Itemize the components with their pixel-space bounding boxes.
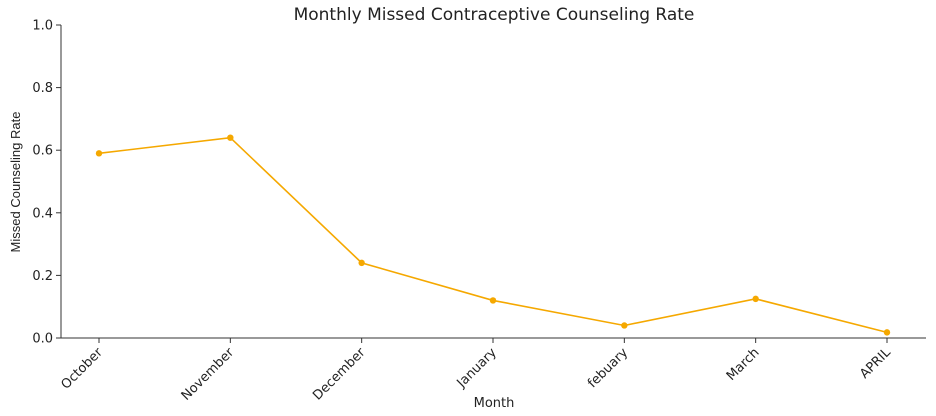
chart-title: Monthly Missed Contraceptive Counseling … xyxy=(294,5,695,25)
x-tick-label: APRIL xyxy=(857,345,894,382)
data-point xyxy=(883,329,891,336)
x-tick-label: October xyxy=(58,345,106,393)
y-axis-label: Missed Counseling Rate xyxy=(8,112,23,253)
x-tick-label: November xyxy=(179,345,238,404)
data-point xyxy=(489,297,497,304)
y-tick-label: 0.6 xyxy=(32,144,53,159)
data-point xyxy=(358,259,365,267)
plot-area: 0.0 0.2 0.4 0.6 0.8 1.0 October November Decembe… xyxy=(32,19,926,404)
y-tick-label: 0.8 xyxy=(32,81,53,96)
y-tick-label: 0.4 xyxy=(32,206,53,221)
x-tick-label: December xyxy=(310,345,369,404)
y-tick-label: 1.0 xyxy=(32,19,53,34)
x-tick-label: January xyxy=(454,345,500,391)
data-point xyxy=(752,295,759,303)
x-axis-label: Month xyxy=(474,396,515,411)
data-point xyxy=(95,150,103,157)
data-point xyxy=(227,134,234,141)
y-tick-label: 0.0 xyxy=(32,332,53,347)
x-tick-label: febuary xyxy=(585,345,631,391)
y-tick-label: 0.2 xyxy=(32,269,53,284)
data-point xyxy=(621,322,628,329)
x-tick-label: March xyxy=(724,345,763,384)
